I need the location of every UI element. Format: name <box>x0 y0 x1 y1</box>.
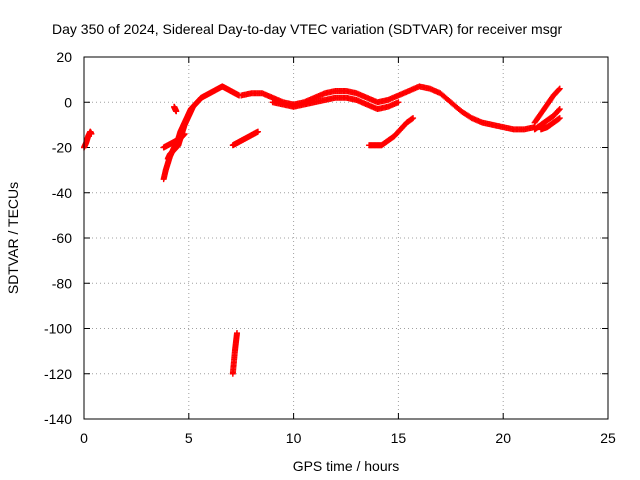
y-tick-label: -20 <box>52 140 72 156</box>
data-points <box>81 83 563 377</box>
x-tick-label: 10 <box>286 430 302 446</box>
data-point <box>173 108 180 115</box>
series-arc-end-a <box>531 85 563 126</box>
data-point <box>395 99 402 106</box>
series-arc-end-b <box>531 106 563 133</box>
grid-lines <box>84 57 608 419</box>
series-arc-7h <box>229 128 261 149</box>
series-arc-spike <box>171 103 180 115</box>
data-point <box>556 115 563 122</box>
y-axis-label: SDTVAR / TECUs <box>5 182 21 294</box>
data-point <box>556 106 563 113</box>
series-arc-end-c <box>537 115 563 133</box>
data-point <box>234 330 241 337</box>
y-tick-label: 20 <box>56 49 72 65</box>
series-arc-main-lower <box>269 94 402 113</box>
series-arc-14h <box>366 115 417 149</box>
y-tick-label: -100 <box>44 321 72 337</box>
data-point <box>556 86 563 93</box>
series-arc-rise-b <box>164 103 196 162</box>
series-arc-outlier <box>229 330 241 377</box>
y-tick-label: -80 <box>52 275 72 291</box>
data-point <box>556 106 563 113</box>
x-tick-label: 5 <box>185 430 193 446</box>
axis-ticks: 0 5 10 15 20 25 -140 -120 -100 -80 -60 -40 -20 0 20 <box>44 49 616 446</box>
y-tick-label: -40 <box>52 185 72 201</box>
data-point <box>181 130 188 137</box>
data-point <box>410 115 417 122</box>
x-axis-label: GPS time / hours <box>293 458 400 474</box>
series-arc-rise-a <box>160 83 243 183</box>
x-tick-label: 25 <box>600 430 616 446</box>
x-tick-label: 0 <box>80 430 88 446</box>
series-arc-left-low <box>160 130 188 151</box>
data-point <box>88 130 95 137</box>
data-point <box>254 128 261 135</box>
x-tick-label: 15 <box>391 430 407 446</box>
x-tick-label: 20 <box>495 430 511 446</box>
plot-frame <box>83 56 609 420</box>
chart-title: Day 350 of 2024, Sidereal Day-to-day VTE… <box>52 21 562 37</box>
data-point <box>556 85 563 92</box>
y-tick-label: -60 <box>52 230 72 246</box>
series-arc-main <box>238 83 538 133</box>
data-point <box>189 103 196 110</box>
y-tick-label: -140 <box>44 411 72 427</box>
y-tick-label: 0 <box>64 94 72 110</box>
y-tick-label: -120 <box>44 366 72 382</box>
